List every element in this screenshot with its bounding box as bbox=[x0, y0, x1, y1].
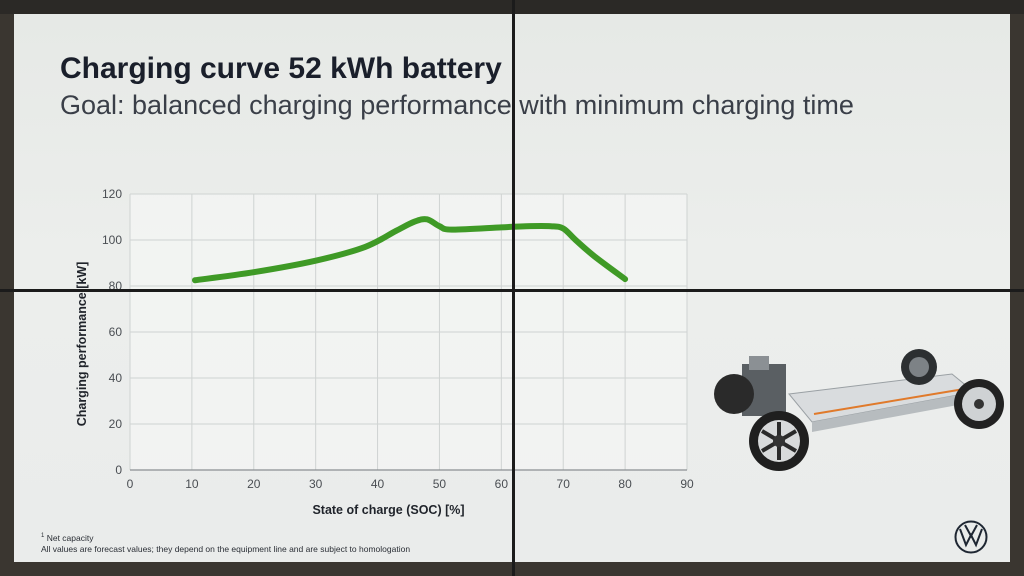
screen-bezel-horizontal bbox=[0, 289, 1024, 292]
y-tick-label-40: 40 bbox=[109, 371, 123, 385]
x-tick-label-50: 50 bbox=[433, 477, 447, 491]
y-tick-label-20: 20 bbox=[109, 417, 123, 431]
x-tick-label-0: 0 bbox=[127, 477, 134, 491]
screen-bezel-vertical bbox=[512, 0, 515, 576]
footnote: 1 Net capacity All values are forecast v… bbox=[41, 531, 410, 555]
y-tick-label-100: 100 bbox=[102, 233, 122, 247]
x-axis-label: State of charge (SOC) [%] bbox=[312, 503, 464, 517]
chart-grid bbox=[129, 193, 688, 471]
page-title: Charging curve 52 kWh battery bbox=[60, 52, 502, 85]
page-subtitle: Goal: balanced charging performance with… bbox=[60, 90, 854, 120]
x-tick-label-40: 40 bbox=[371, 477, 385, 491]
footnote-line-2: All values are forecast values; they dep… bbox=[41, 543, 411, 554]
x-tick-label-30: 30 bbox=[309, 477, 323, 491]
x-tick-label-80: 80 bbox=[618, 477, 632, 491]
footnote-net-capacity: Net capacity bbox=[44, 532, 94, 543]
footnote-line-1: 1 Net capacity bbox=[41, 531, 410, 544]
x-tick-label-10: 10 bbox=[185, 477, 199, 491]
ev-chassis-image bbox=[714, 349, 1004, 471]
vw-logo-icon bbox=[954, 520, 988, 554]
y-tick-label-120: 120 bbox=[102, 187, 122, 201]
x-tick-labels: 0 10 20 30 40 50 60 70 80 90 bbox=[127, 477, 694, 491]
y-tick-label-60: 60 bbox=[109, 325, 123, 339]
x-tick-label-70: 70 bbox=[557, 477, 571, 491]
y-axis-label: Charging performance [kW] bbox=[75, 262, 89, 427]
x-tick-label-20: 20 bbox=[247, 477, 261, 491]
x-tick-label-60: 60 bbox=[495, 477, 509, 491]
series-line-charging-performance bbox=[191, 216, 629, 284]
x-tick-label-90: 90 bbox=[680, 477, 694, 491]
footnote-marker: 1 bbox=[41, 533, 45, 539]
y-tick-label-0: 0 bbox=[115, 463, 122, 477]
